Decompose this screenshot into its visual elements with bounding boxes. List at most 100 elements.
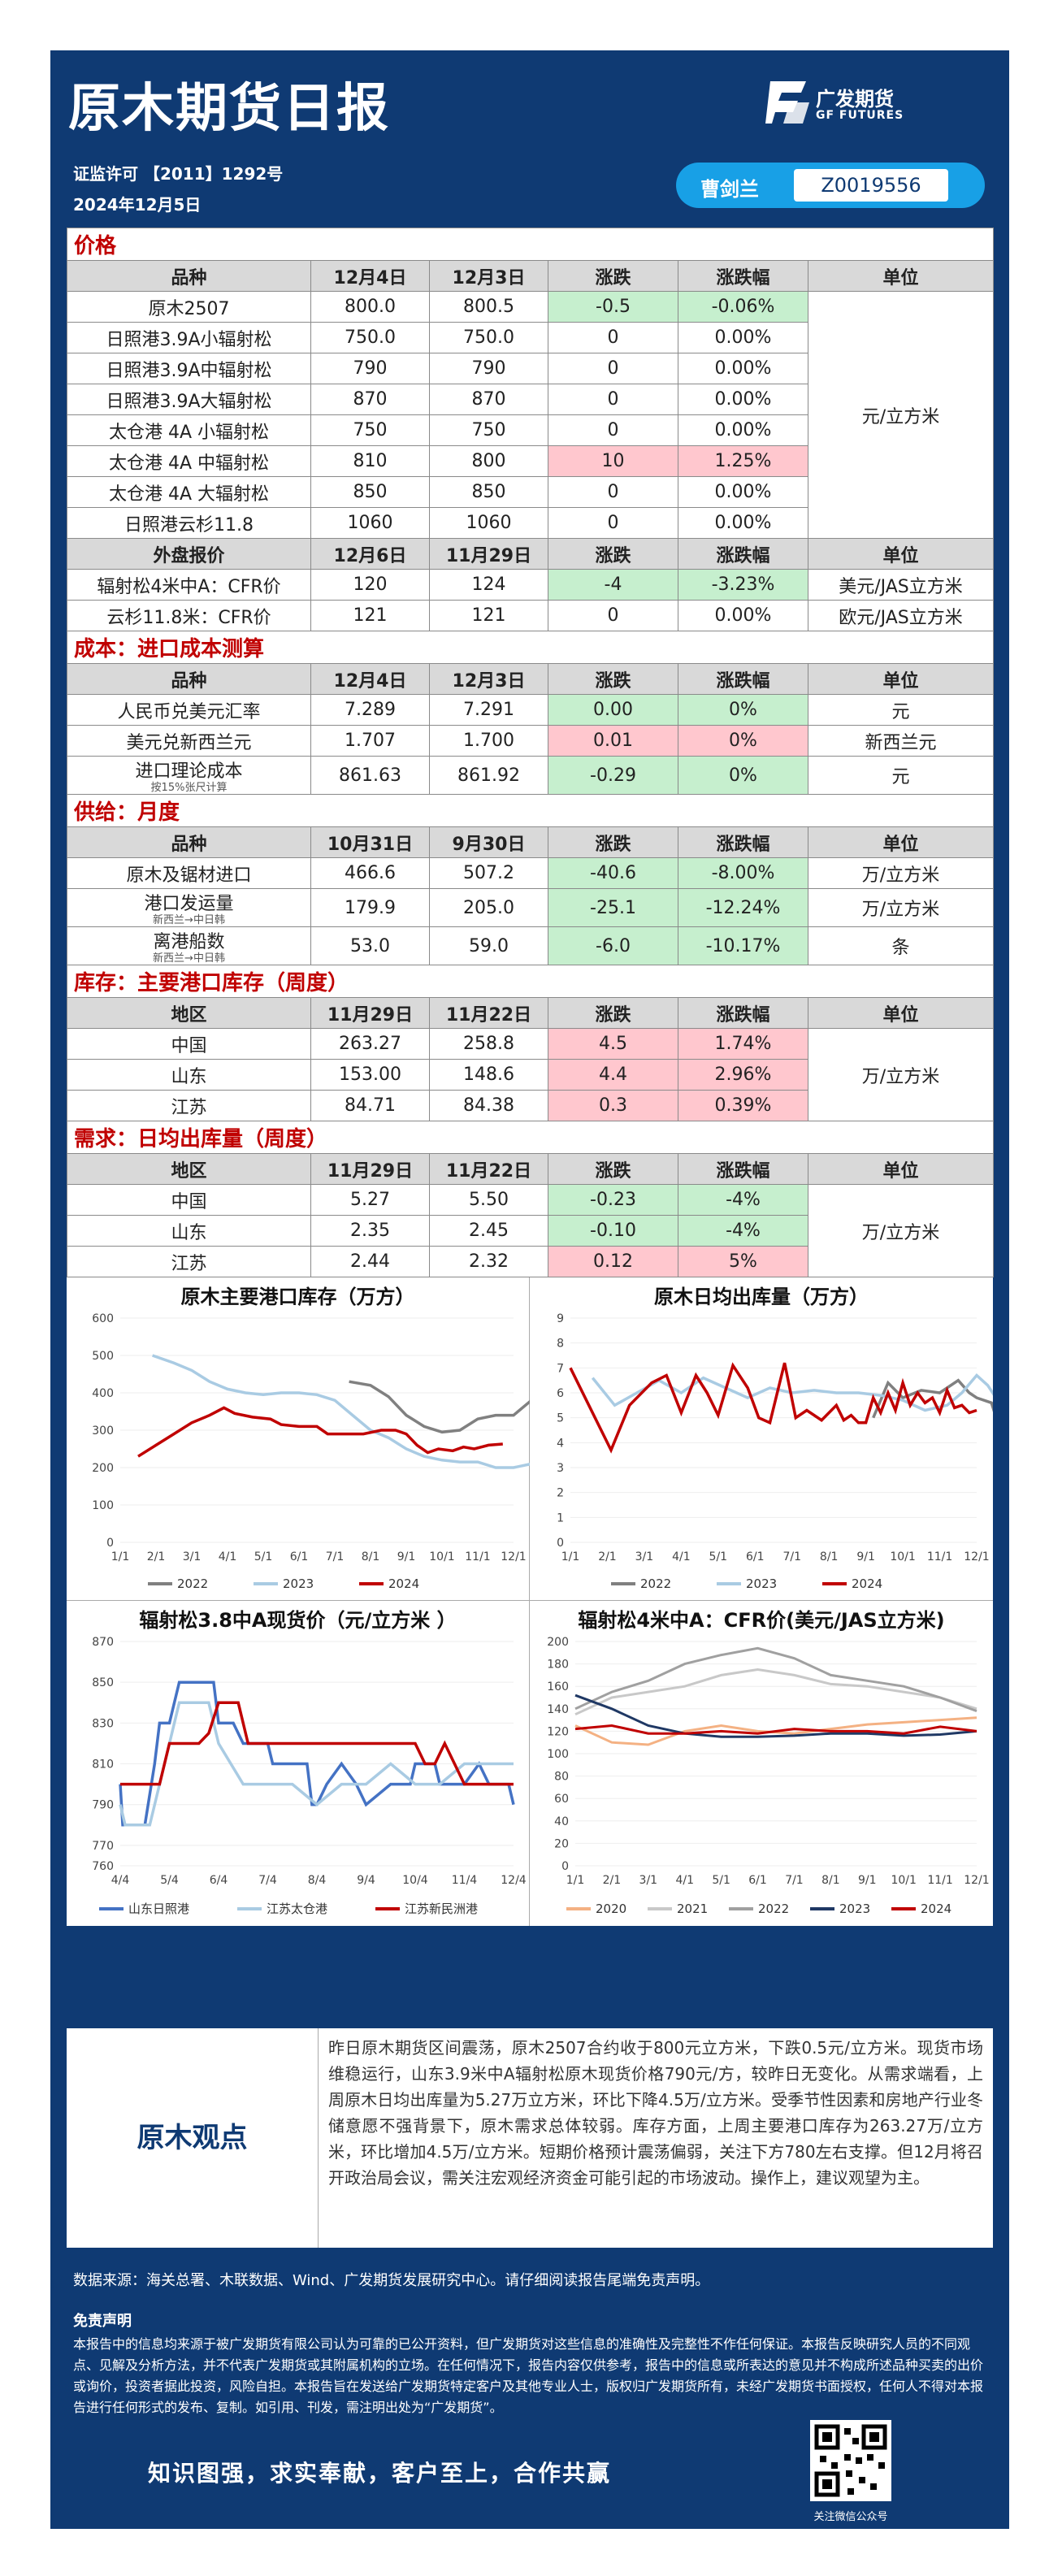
x-tick-label: 7/1	[326, 1550, 345, 1563]
cell-text: 84.38	[463, 1095, 514, 1116]
value-current: 153.00	[310, 1059, 430, 1091]
column-header: 单位	[807, 826, 995, 858]
column-header: 涨跌幅	[678, 663, 808, 695]
cell-text: 9月30日	[452, 834, 526, 855]
column-header: 单位	[807, 663, 995, 695]
change-percent: 0.00%	[678, 507, 808, 539]
cell-text: 万/立方米	[861, 1222, 940, 1243]
series-line-2022	[574, 1646, 977, 1713]
legend-label: 2024	[388, 1576, 419, 1591]
cell-text: 涨跌	[595, 670, 631, 692]
product-name: 太仓港 4A 大辐射松	[67, 476, 311, 508]
cell-text: 品种	[171, 670, 207, 692]
product-name: 美元兑新西兰元	[67, 725, 311, 757]
cell-text: 850	[353, 482, 388, 502]
column-header: 12月4日	[310, 663, 430, 695]
x-tick-label: 6/1	[290, 1550, 309, 1563]
column-header: 12月4日	[310, 260, 430, 292]
table-row: 山东 153.00 148.6 4.4 2.96%	[67, 1059, 994, 1091]
change-value: 0	[548, 600, 678, 631]
value-previous: 121	[429, 600, 548, 631]
change-value: 0.12	[548, 1246, 678, 1277]
region-name: 中国	[67, 1184, 311, 1216]
table-row: 日照港3.9A大辐射松 870 870 0 0.00%	[67, 384, 994, 415]
cell-text: 0.00%	[714, 482, 772, 502]
cell-text: 需求：日均出库量（周度）	[74, 1127, 328, 1151]
cell-text: 179.9	[345, 897, 396, 918]
cell-text: 800.0	[345, 297, 396, 317]
product-name: 太仓港 4A 中辐射松	[67, 445, 311, 477]
cell-text: 涨跌幅	[716, 267, 770, 288]
legend-label: 2024	[852, 1576, 882, 1591]
table-row: 太仓港 4A 大辐射松 850 850 0 0.00%	[67, 476, 994, 508]
cell-text: 800.5	[463, 297, 514, 317]
column-header: 品种	[67, 260, 311, 292]
legend-label: 江苏新民洲港	[405, 1902, 478, 1916]
unit: 万/立方米	[807, 857, 995, 889]
value-current: 466.6	[310, 857, 430, 889]
value-current: 850	[310, 476, 430, 508]
column-header: 11月22日	[429, 1153, 548, 1185]
cell-text: 日照港3.9A大辐射松	[106, 391, 272, 412]
section-title: 价格	[66, 228, 995, 261]
cell-text: -0.23	[590, 1190, 636, 1210]
x-tick-label: 5/1	[709, 1550, 728, 1563]
column-header: 涨跌	[548, 1153, 678, 1185]
series-line-2023	[574, 1693, 977, 1738]
cell-text: 美元/JAS立方米	[839, 576, 963, 597]
cell-text: -0.29	[590, 765, 636, 786]
legend-label: 2022	[640, 1576, 671, 1591]
column-header: 10月31日	[310, 826, 430, 858]
y-tick-label: 140	[547, 1703, 569, 1716]
cell-text: 258.8	[463, 1034, 514, 1054]
value-current: 179.9	[310, 888, 430, 927]
cell-text: 1060	[347, 513, 393, 533]
unit: 万/立方米	[807, 1184, 995, 1277]
y-tick-label: 3	[557, 1462, 564, 1475]
cell-text: 120	[353, 575, 388, 595]
value-previous: 1.700	[429, 725, 548, 757]
column-header: 涨跌幅	[678, 826, 808, 858]
change-percent: 2.96%	[678, 1059, 808, 1091]
value-current: 870	[310, 384, 430, 415]
chart-title: 辐射松3.8中A现货价（元/立方米 ）	[139, 1609, 457, 1632]
y-tick-label: 120	[547, 1725, 569, 1738]
unit: 欧元/JAS立方米	[807, 600, 995, 631]
analyst-badge: 曹剑兰 Z0019556	[676, 163, 985, 208]
product-name: 日照港3.9A大辐射松	[67, 384, 311, 415]
report-body: 价格 品种 12月4日 12月3日 涨跌 涨跌幅 单位 原木2507 800.0 800.5 -0.…	[66, 228, 995, 1926]
x-tick-label: 2/1	[147, 1550, 166, 1563]
y-tick-label: 80	[554, 1771, 569, 1784]
cell-text: 涨跌幅	[716, 1160, 770, 1182]
cell-text: 4.5	[599, 1034, 627, 1054]
inventory-chart: 原木主要港口库存（万方） 0 100 200 300 400 500 600 1/1 2/1 3/…	[67, 1277, 530, 1601]
x-tick-label: 2/1	[603, 1874, 622, 1887]
x-tick-label: 9/4	[357, 1874, 375, 1887]
company-slogan: 知识图强，求实奉献，客户至上，合作共赢	[148, 2460, 612, 2487]
change-value: 0	[548, 414, 678, 446]
cell-text: 品种	[171, 267, 207, 288]
qr-label: 关注微信公众号	[813, 2511, 888, 2523]
value-previous: 258.8	[429, 1028, 548, 1060]
value-current: 800.0	[310, 291, 430, 323]
cell-text: 0%	[729, 700, 757, 720]
cell-text: 750.0	[345, 327, 396, 348]
x-tick-label: 4/4	[111, 1874, 130, 1887]
cell-text: 263.27	[339, 1034, 401, 1054]
y-tick-label: 600	[92, 1312, 114, 1325]
cell-text: 库存：主要港口库存（周度）	[74, 971, 349, 995]
cell-text: -8.00%	[711, 863, 775, 883]
cell-text: 涨跌	[595, 267, 631, 288]
column-header: 品种	[67, 826, 311, 858]
column-header: 11月29日	[310, 997, 430, 1029]
wechat-qr-code-icon	[810, 2420, 891, 2501]
y-tick-label: 4	[557, 1437, 564, 1450]
y-tick-label: 810	[92, 1759, 114, 1772]
y-tick-label: 100	[92, 1499, 114, 1512]
value-current: 1.707	[310, 725, 430, 757]
x-tick-label: 6/1	[746, 1550, 765, 1563]
cell-text: 12月6日	[333, 545, 407, 566]
cell-text: -10.17%	[705, 935, 781, 956]
value-previous: 861.92	[429, 756, 548, 795]
legend-label: 2020	[596, 1902, 626, 1916]
